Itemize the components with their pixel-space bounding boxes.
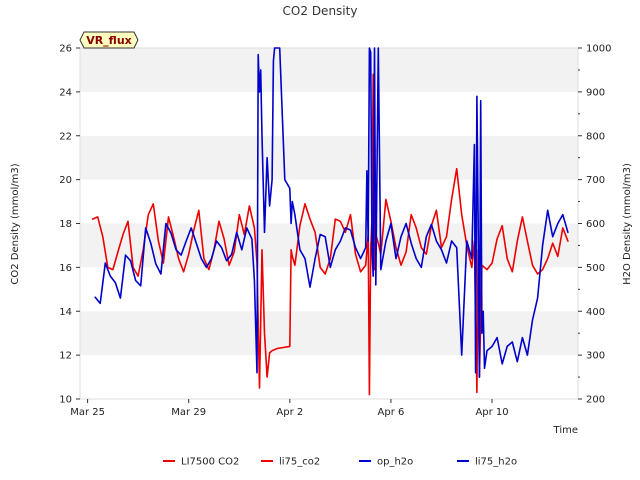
x-tick-label: Apr 2 <box>276 407 303 418</box>
x-axis-label: Time <box>553 425 578 436</box>
legend-label: li75_co2 <box>279 457 320 468</box>
y2-axis-label: H2O Density (mmol/m3) <box>622 163 633 285</box>
legend-label: op_h2o <box>377 457 413 468</box>
x-tick-label: Mar 29 <box>171 407 206 418</box>
left-tick-label: 16 <box>59 263 72 274</box>
legend-label: li75_h2o <box>475 457 517 468</box>
left-tick-label: 22 <box>59 131 72 142</box>
x-tick-label: Mar 25 <box>70 407 105 418</box>
legend-label: LI7500 CO2 <box>181 457 239 468</box>
plot-band <box>80 355 578 399</box>
plot-band <box>80 267 578 312</box>
right-axis-ticks: 200 300 400 500 600 700 800 900 1000 <box>578 44 611 406</box>
left-tick-label: 20 <box>59 175 72 186</box>
series-line-li75-h2o <box>94 47 569 378</box>
left-axis-ticks: 10 12 14 16 18 20 22 24 26 <box>59 44 80 406</box>
right-tick-label: 600 <box>586 219 605 230</box>
x-axis-ticks: Mar 25 Mar 29 Apr 2 Apr 6 Apr 10 <box>70 399 509 418</box>
plot-band <box>80 311 578 356</box>
y-axis-label: CO2 Density (mmol/m3) <box>10 163 21 284</box>
x-tick-label: Apr 6 <box>378 407 405 418</box>
left-tick-label: 24 <box>59 87 72 98</box>
right-tick-label: 1000 <box>586 44 611 55</box>
site-badge-label: VR_flux <box>86 34 132 47</box>
plot-background-bands <box>80 48 578 399</box>
left-tick-label: 10 <box>59 395 72 406</box>
right-tick-label: 200 <box>586 395 605 406</box>
site-badge: VR_flux <box>79 31 139 49</box>
right-tick-label: 500 <box>586 263 605 274</box>
right-tick-label: 300 <box>586 351 605 362</box>
plot-band <box>80 179 578 224</box>
right-tick-label: 800 <box>586 131 605 142</box>
left-tick-label: 26 <box>59 44 72 55</box>
right-tick-label: 400 <box>586 307 605 318</box>
series-lines <box>91 47 569 396</box>
legend: LI7500 CO2 li75_co2 op_h2o li75_h2o <box>163 457 517 468</box>
plot-band <box>80 135 578 180</box>
plot-band <box>80 91 578 136</box>
x-tick-label: Apr 10 <box>475 407 508 418</box>
right-tick-label: 900 <box>586 87 605 98</box>
left-tick-label: 18 <box>59 219 72 230</box>
plot-band <box>80 48 578 92</box>
right-tick-label: 700 <box>586 175 605 186</box>
left-tick-label: 14 <box>59 307 72 318</box>
chart-title: CO2 Density <box>283 4 358 18</box>
left-tick-label: 12 <box>59 351 72 362</box>
